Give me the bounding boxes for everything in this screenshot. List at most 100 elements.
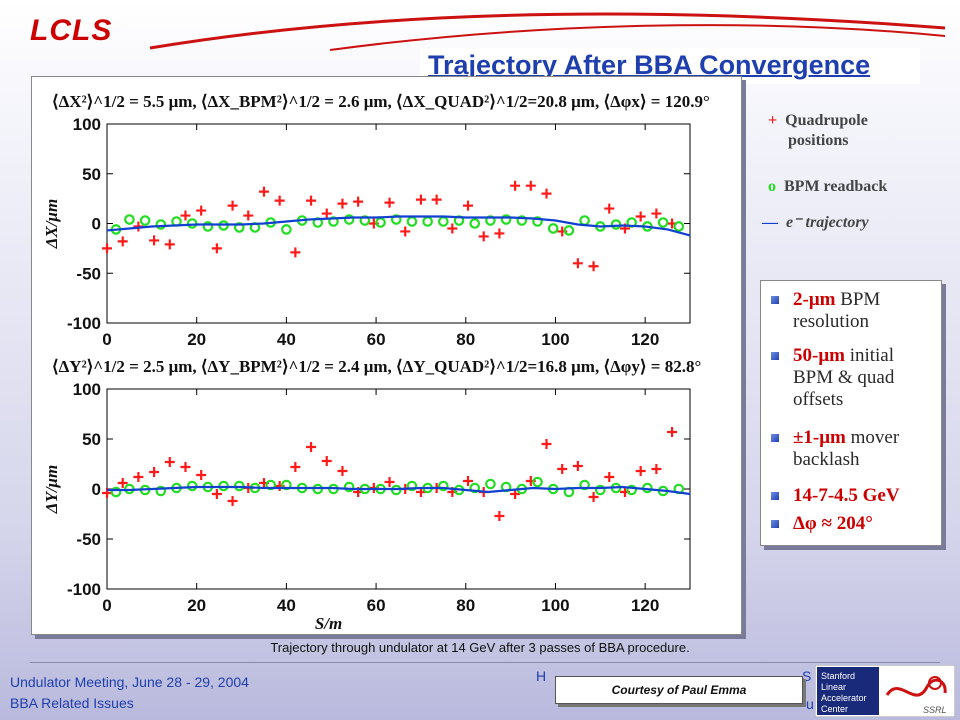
bpm-point	[673, 221, 685, 232]
footer-author-fragment: H S u	[536, 668, 814, 712]
y-tick-label: 0	[92, 480, 101, 499]
bpm-point	[516, 215, 528, 226]
bpm-point	[532, 216, 543, 227]
note-phase-advance: Δφ ≈ 204°	[771, 513, 931, 535]
y-tick-label: 50	[82, 430, 101, 449]
bpm-point	[422, 216, 433, 227]
quad-point	[180, 462, 191, 472]
note-value: ±1-μm	[793, 427, 846, 448]
quad-point	[604, 472, 615, 482]
x-tick-label: 20	[187, 330, 206, 349]
bpm-point	[155, 485, 167, 497]
quad-point	[227, 496, 238, 506]
quad-point	[635, 466, 646, 476]
y-axis-label: ΔX/μm	[42, 199, 61, 249]
note-mover-backlash: ±1-μm mover backlash	[771, 427, 931, 471]
svg-text:Stanford: Stanford	[821, 671, 855, 681]
trajectory-charts: ⟨ΔX²⟩^1/2 = 5.5 μm, ⟨ΔX_BPM²⟩^1/2 = 2.6 …	[42, 92, 710, 633]
quad-point	[180, 210, 191, 221]
y-tick-label: -100	[67, 580, 101, 599]
svg-text:Linear: Linear	[821, 682, 846, 692]
bpm-point	[547, 223, 559, 234]
bpm-point	[595, 484, 606, 496]
bpm-point	[532, 476, 543, 488]
y-tick-label: -50	[76, 530, 101, 549]
note-text: mover backlash	[793, 427, 900, 470]
x-tick-label: 0	[102, 330, 111, 349]
quad-marker-icon: +	[768, 112, 778, 129]
legend-trajectory-label: e⁻ trajectory	[786, 214, 869, 231]
bpm-point	[438, 216, 449, 227]
lcls-logo: LCLS	[30, 14, 113, 47]
bullet-square-icon	[771, 296, 779, 304]
bullet-square-icon	[771, 352, 779, 360]
bpm-point	[328, 216, 339, 227]
quad-point	[415, 194, 426, 205]
quad-point	[604, 203, 615, 214]
quad-point	[149, 467, 160, 477]
quad-point	[447, 223, 458, 234]
quad-point	[211, 489, 222, 499]
quad-point	[117, 478, 128, 488]
quad-point	[243, 210, 254, 221]
bpm-point	[155, 219, 167, 230]
bpm-point	[390, 214, 402, 225]
footer-topic: BBA Related Issues	[10, 695, 134, 711]
bpm-point	[343, 214, 355, 225]
quad-point	[306, 442, 317, 452]
quad-point	[588, 261, 599, 272]
bullet-square-icon	[771, 520, 779, 528]
bpm-point	[265, 479, 276, 491]
svg-text:Accelerator: Accelerator	[821, 693, 867, 703]
quad-point	[321, 208, 332, 219]
chart-title: ⟨ΔX²⟩^1/2 = 5.5 μm, ⟨ΔX_BPM²⟩^1/2 = 2.6 …	[52, 92, 710, 111]
legend-bpm-label: BPM readback	[784, 178, 888, 195]
note-value: 50-μm	[793, 345, 845, 366]
quad-point	[274, 195, 285, 206]
bpm-point	[469, 218, 481, 229]
x-axis-label: S/m	[315, 614, 342, 633]
note-text: initial BPM & quad offsets	[793, 345, 895, 410]
quad-point	[353, 196, 364, 207]
quad-point	[667, 427, 678, 437]
y-tick-label: 100	[73, 380, 101, 399]
bpm-point	[485, 478, 496, 490]
quad-point	[164, 457, 175, 467]
trajectory-line-icon: —	[762, 214, 778, 231]
bpm-point	[202, 221, 214, 232]
quad-point	[557, 464, 568, 474]
bpm-point	[579, 215, 590, 226]
bpm-point	[485, 215, 496, 226]
note-bpm-resolution: 2-μm BPM resolution	[771, 289, 931, 333]
quad-point	[227, 200, 238, 211]
legend-bpm: o BPM readback	[768, 178, 887, 196]
quad-point	[384, 477, 395, 487]
quad-point	[321, 456, 332, 466]
bullet-square-icon	[771, 492, 779, 500]
quad-point	[541, 188, 552, 199]
figure-caption: Trajectory through undulator at 14 GeV a…	[270, 640, 690, 655]
legend-quad-label-2: positions	[788, 132, 849, 149]
quad-point	[149, 235, 160, 246]
svg-text:SSRL: SSRL	[923, 705, 947, 715]
bullet-square-icon	[771, 434, 779, 442]
note-value: 2-μm	[793, 289, 836, 310]
legend-trajectory: — e⁻ trajectory	[762, 212, 869, 232]
figure-panel: ⟨ΔX²⟩^1/2 = 5.5 μm, ⟨ΔX_BPM²⟩^1/2 = 2.6 …	[31, 76, 742, 635]
footer-fragment-u: u	[806, 696, 814, 712]
quad-point	[651, 464, 662, 474]
page-title: Trajectory After BBA Convergence	[420, 48, 920, 84]
x-tick-label: 80	[456, 330, 475, 349]
note-text: BPM resolution	[793, 289, 881, 332]
quad-point	[635, 211, 646, 222]
quad-point	[117, 236, 128, 247]
footer-divider	[30, 662, 940, 663]
ssrl-logo: Stanford Linear Accelerator Center SSRL	[815, 665, 955, 717]
header-swoosh	[149, 12, 946, 51]
note-initial-offsets: 50-μm initial BPM & quad offsets	[771, 345, 931, 411]
note-value: 14-7-4.5 GeV	[793, 485, 900, 506]
bpm-point	[281, 224, 292, 235]
x-tick-label: 40	[277, 596, 296, 615]
quad-point	[258, 186, 269, 197]
trajectory-line	[107, 485, 691, 496]
